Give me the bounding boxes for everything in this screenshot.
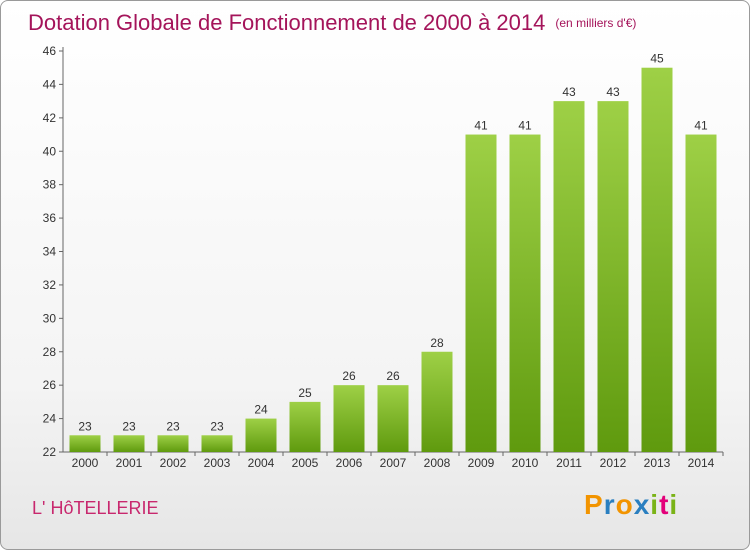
logo-letter: r (603, 489, 616, 520)
y-tick-label: 38 (43, 178, 57, 192)
x-tick-label: 2002 (160, 456, 187, 470)
y-tick-label: 46 (43, 44, 57, 58)
x-tick-label: 2014 (688, 456, 715, 470)
bar (157, 435, 189, 452)
data-label: 41 (518, 119, 532, 133)
data-label: 43 (606, 85, 620, 99)
data-label: 24 (254, 403, 268, 417)
x-tick-label: 2013 (644, 456, 671, 470)
bar (465, 134, 497, 452)
data-label: 26 (386, 369, 400, 383)
bar (69, 435, 101, 452)
x-tick-label: 2007 (380, 456, 407, 470)
x-tick-label: 2005 (292, 456, 319, 470)
bar (597, 101, 629, 452)
data-label: 25 (298, 386, 312, 400)
bar (377, 385, 409, 452)
data-label: 45 (650, 52, 664, 66)
y-tick-label: 34 (43, 245, 57, 259)
y-tick-label: 32 (43, 278, 57, 292)
bar (289, 401, 321, 452)
data-label: 41 (474, 119, 488, 133)
data-label: 43 (562, 85, 576, 99)
data-label: 23 (78, 419, 92, 433)
bar (113, 435, 145, 452)
y-tick-label: 28 (43, 345, 57, 359)
logo-letter: i (650, 489, 660, 520)
bar (201, 435, 233, 452)
logo-letter: t (659, 489, 670, 520)
bar (509, 134, 541, 452)
commune-name: L' HôTELLERIE (32, 498, 159, 518)
logo-letter: i (669, 489, 679, 520)
y-tick-label: 24 (43, 412, 57, 426)
x-tick-label: 2008 (424, 456, 451, 470)
proxiti-logo: Proxiti (584, 489, 678, 521)
y-tick-label: 22 (43, 445, 57, 459)
y-tick-label: 30 (43, 311, 57, 325)
logo-letter: x (633, 489, 651, 520)
chart-title: Dotation Globale de Fonctionnement de 20… (28, 10, 636, 36)
x-tick-label: 2010 (512, 456, 539, 470)
data-label: 26 (342, 369, 356, 383)
data-label: 23 (210, 419, 224, 433)
x-tick-label: 2011 (556, 456, 582, 470)
chart-title-text: Dotation Globale de Fonctionnement de 20… (28, 10, 546, 35)
y-tick-label: 40 (43, 144, 57, 158)
chart-unit: (en milliers d'€) (555, 16, 637, 30)
x-tick-label: 2000 (72, 456, 99, 470)
logo-letter: P (584, 489, 604, 520)
bar (553, 101, 585, 452)
x-tick-label: 2009 (468, 456, 495, 470)
bar (641, 67, 673, 452)
data-label: 41 (694, 119, 708, 133)
bar (421, 351, 453, 452)
y-tick-label: 44 (43, 77, 57, 91)
bar (685, 134, 717, 452)
x-tick-label: 2006 (336, 456, 363, 470)
y-tick-label: 36 (43, 211, 57, 225)
bar (333, 385, 365, 452)
x-tick-label: 2003 (204, 456, 231, 470)
y-tick-label: 26 (43, 378, 57, 392)
bar (245, 418, 277, 452)
logo-letter: o (615, 489, 634, 520)
data-label: 28 (430, 336, 444, 350)
data-label: 23 (122, 419, 136, 433)
x-tick-label: 2012 (600, 456, 627, 470)
data-label: 23 (166, 419, 180, 433)
y-tick-label: 42 (43, 111, 57, 125)
x-tick-label: 2004 (248, 456, 275, 470)
x-tick-label: 2001 (116, 456, 143, 470)
